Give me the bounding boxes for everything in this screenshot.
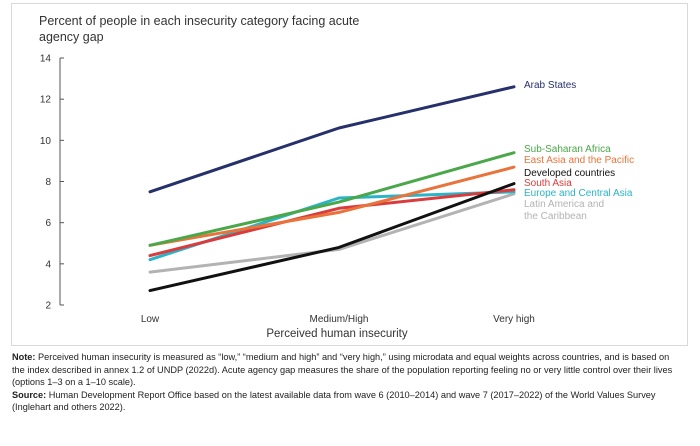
series-label-latin-america-and-the-caribbean-line: the Caribbean (524, 211, 587, 222)
series-label-arab-states: Arab States (524, 80, 576, 91)
series-line-latin-america-and-the-caribbean (148, 192, 516, 274)
note-text: Perceived human insecurity is measured a… (12, 352, 673, 388)
y-tick-label: 12 (40, 95, 52, 106)
x-tick-label: Medium/High (310, 314, 369, 325)
x-axis-title: Perceived human insecurity (266, 328, 408, 340)
y-tick-label: 14 (40, 54, 52, 65)
series-label-latin-america-and-the-caribbean: Latin America and the Caribbean (524, 199, 604, 222)
series-label-sub-saharan-africa: Sub-Saharan Africa (524, 144, 611, 155)
series-label-latin-america-and-the-caribbean-line: Latin America and (524, 199, 604, 210)
chart-frame (11, 3, 688, 346)
chart-title: Percent of people in each insecurity cat… (39, 14, 360, 44)
note-paragraph: Note: Perceived human insecurity is meas… (12, 351, 684, 389)
series-layer (148, 85, 516, 293)
notes: Note: Perceived human insecurity is meas… (12, 351, 684, 414)
series-line-developed-countries (148, 182, 516, 293)
y-tick-label: 6 (45, 218, 51, 229)
y-tick-layer: 2 4 6 8 10 12 14 (40, 54, 64, 312)
series-label-developed-countries: Developed countries (524, 168, 615, 179)
series-line-south-asia (148, 188, 516, 258)
series-line-sub-saharan-africa (148, 151, 516, 247)
series-label-south-asia: South Asia (524, 178, 572, 189)
note-label: Note: (12, 352, 36, 362)
series-label-europe-and-central-asia: Europe and Central Asia (524, 188, 633, 199)
source-paragraph: Source: Human Development Report Office … (12, 389, 684, 414)
x-tick-layer: Low Medium/High Very high (141, 314, 535, 325)
x-tick-label: Very high (493, 314, 535, 325)
y-tick-label: 4 (45, 259, 51, 270)
line-chart: 2 4 6 8 10 12 14 Low Medium/High Very high Perce… (40, 54, 634, 341)
x-tick-label: Low (141, 314, 160, 325)
series-line-east-asia-and-the-pacific (148, 165, 516, 247)
series-label-east-asia-and-the-pacific: East Asia and the Pacific (524, 155, 634, 166)
y-tick-label: 2 (45, 301, 51, 312)
series-line-arab-states (148, 85, 516, 194)
source-text: Human Development Report Office based on… (12, 389, 656, 413)
y-tick-label: 8 (45, 177, 51, 188)
y-tick-label: 10 (40, 136, 52, 147)
source-label: Source: (12, 389, 47, 400)
